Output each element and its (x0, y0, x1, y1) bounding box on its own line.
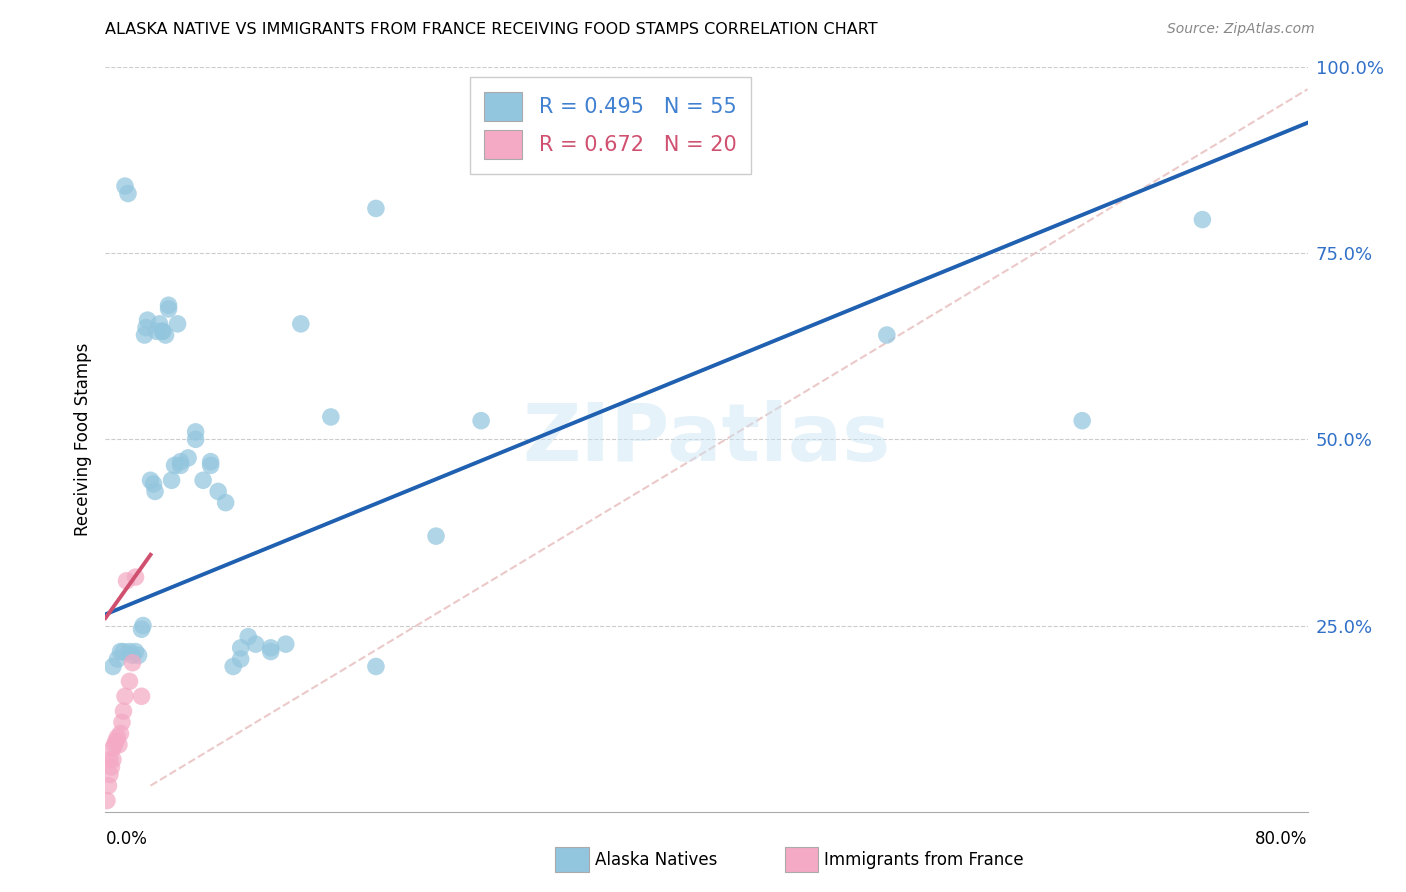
Point (98, 767, 121, 781)
Point (107, 652, 129, 666)
Point (169, 455, 191, 469)
Point (124, 570, 146, 584)
Point (200, 455, 222, 469)
Point (160, 473, 183, 487)
Point (214, 495, 236, 509)
Point (364, 659, 387, 673)
Point (118, 644, 141, 658)
Point (166, 317, 188, 331)
Point (260, 640, 283, 655)
Point (169, 458, 191, 473)
Point (107, 730, 129, 744)
Text: Alaska Natives: Alaska Natives (595, 851, 717, 869)
Point (114, 179, 136, 194)
Point (274, 637, 297, 651)
Point (110, 726, 132, 740)
Point (112, 644, 135, 658)
Point (145, 324, 167, 338)
Point (184, 433, 207, 447)
Point (207, 484, 229, 499)
Point (101, 741, 124, 756)
Point (101, 753, 124, 767)
Point (121, 648, 143, 663)
Point (128, 648, 150, 663)
Point (131, 622, 153, 636)
Point (157, 301, 180, 316)
Point (100, 760, 122, 774)
Point (260, 644, 283, 658)
Point (152, 324, 174, 338)
Point (112, 704, 135, 718)
Point (98, 753, 121, 767)
Point (364, 202, 387, 216)
Point (238, 630, 260, 644)
Legend: R = 0.495   N = 55, R = 0.672   N = 20: R = 0.495 N = 55, R = 0.672 N = 20 (470, 78, 751, 174)
Text: 0.0%: 0.0% (105, 830, 148, 847)
Point (155, 328, 177, 343)
Point (142, 477, 165, 491)
Point (245, 637, 267, 651)
Point (132, 618, 155, 632)
Point (139, 473, 162, 487)
Text: ZIPatlas: ZIPatlas (523, 401, 890, 478)
Point (136, 313, 159, 327)
Text: 80.0%: 80.0% (1256, 830, 1308, 847)
Point (97, 779, 120, 793)
Point (96, 793, 118, 807)
Point (111, 715, 134, 730)
Point (184, 425, 207, 439)
Point (177, 450, 200, 465)
Point (876, 328, 898, 343)
Point (470, 414, 492, 428)
Point (104, 734, 127, 748)
Point (1191, 212, 1213, 227)
Point (124, 644, 146, 658)
Point (108, 738, 131, 752)
Point (148, 317, 170, 331)
Point (222, 659, 245, 673)
Point (134, 328, 156, 343)
Point (157, 298, 180, 312)
Point (121, 656, 143, 670)
Point (110, 644, 132, 658)
Point (152, 324, 174, 338)
Point (290, 317, 312, 331)
Point (135, 320, 157, 334)
Point (117, 186, 139, 201)
Point (200, 458, 222, 473)
Text: ALASKA NATIVE VS IMMIGRANTS FROM FRANCE RECEIVING FOOD STAMPS CORRELATION CHART: ALASKA NATIVE VS IMMIGRANTS FROM FRANCE … (105, 22, 879, 37)
Point (163, 458, 186, 473)
Point (118, 674, 141, 689)
Point (101, 659, 124, 673)
Point (229, 652, 252, 666)
Point (143, 484, 166, 499)
Text: Immigrants from France: Immigrants from France (824, 851, 1024, 869)
Point (319, 409, 342, 424)
Point (1071, 414, 1094, 428)
Point (229, 640, 252, 655)
Text: Source: ZipAtlas.com: Source: ZipAtlas.com (1167, 22, 1315, 37)
Y-axis label: Receiving Food Stamps: Receiving Food Stamps (73, 343, 91, 536)
Point (114, 690, 136, 704)
Point (115, 574, 138, 588)
Point (191, 473, 214, 487)
Point (103, 738, 125, 752)
Point (425, 529, 447, 543)
Point (131, 690, 153, 704)
